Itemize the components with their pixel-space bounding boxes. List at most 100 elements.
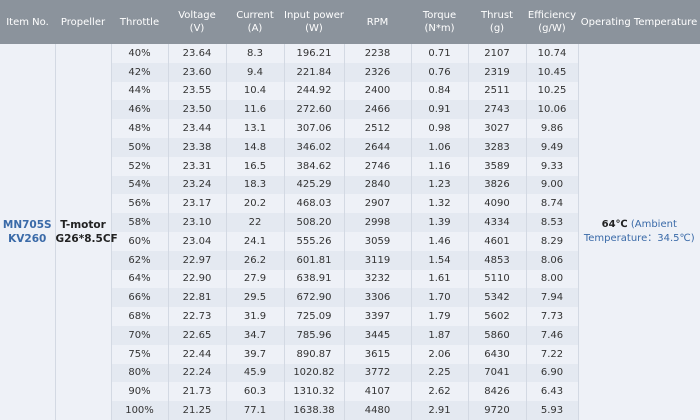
unit: (W) (305, 23, 323, 34)
header-input-power: Input power (W) (284, 0, 344, 44)
header-thrust: Thrust (g) (468, 0, 526, 44)
header-throttle: Throttle (111, 0, 168, 44)
item-line1: MN705S (2, 218, 52, 231)
voltage-cell: 23.60 (167, 62, 226, 82)
efficiency-cell: 8.29 (525, 231, 578, 251)
input-power-cell: 196.21 (283, 44, 344, 63)
input-power-cell: 221.84 (283, 62, 344, 82)
voltage-cell: 23.17 (167, 194, 226, 214)
voltage-cell: 23.24 (167, 175, 226, 195)
thrust-cell: 2319 (467, 62, 526, 82)
input-power-cell: 508.20 (283, 213, 344, 232)
rpm-cell: 4480 (343, 401, 411, 420)
torque-cell: 1.16 (410, 156, 468, 176)
efficiency-cell: 10.74 (525, 44, 578, 63)
table-row: 54% 23.24 18.3 425.29 2840 1.23 3826 9.00 (0, 175, 700, 195)
torque-cell: 1.06 (410, 137, 468, 157)
input-power-cell: 307.06 (283, 119, 344, 138)
thrust-cell: 4853 (467, 250, 526, 270)
rpm-cell: 2998 (343, 213, 411, 232)
efficiency-cell: 9.86 (525, 119, 578, 138)
voltage-cell: 22.97 (167, 250, 226, 270)
torque-cell: 1.39 (410, 213, 468, 232)
rpm-cell: 2907 (343, 194, 411, 214)
thrust-cell: 3589 (467, 156, 526, 176)
efficiency-cell: 9.49 (525, 137, 578, 157)
efficiency-cell: 8.53 (525, 213, 578, 232)
torque-cell: 1.46 (410, 231, 468, 251)
table-row: MN705S KV260 T-motor G26*8.5CF 40% 23.64 8.3 19… (0, 44, 700, 420)
current-cell: 24.1 (225, 231, 284, 251)
torque-cell: 2.25 (410, 363, 468, 383)
voltage-cell: 23.64 (167, 44, 226, 63)
throttle-cell: 62% (110, 250, 168, 270)
thrust-cell: 2107 (467, 44, 526, 63)
voltage-cell: 23.55 (167, 81, 226, 101)
voltage-cell: 22.44 (167, 344, 226, 364)
thrust-cell: 3027 (467, 119, 526, 138)
rpm-cell: 3445 (343, 325, 411, 345)
item-no-cell: MN705S KV260 (0, 44, 55, 420)
header-rpm: RPM (344, 0, 411, 44)
rpm-cell: 3615 (343, 344, 411, 364)
thrust-cell: 5860 (467, 325, 526, 345)
efficiency-cell: 7.94 (525, 288, 578, 308)
current-cell: 26.2 (225, 250, 284, 270)
thrust-cell: 4090 (467, 194, 526, 214)
thrust-cell: 7041 (467, 363, 526, 383)
input-power-cell: 1020.82 (283, 363, 344, 383)
table-row: 58% 23.10 22 508.20 2998 1.39 4334 8.53 (0, 213, 700, 232)
voltage-cell: 21.73 (167, 382, 226, 402)
label: Input power (284, 10, 344, 21)
voltage-cell: 23.50 (167, 100, 226, 120)
efficiency-cell: 10.45 (525, 62, 578, 82)
unit: (N*m) (424, 23, 455, 34)
thrust-cell: 9720 (467, 401, 526, 420)
throttle-cell: 90% (110, 382, 168, 402)
table-row: 46% 23.50 11.6 272.60 2466 0.91 2743 10.06 (0, 100, 700, 120)
rpm-cell: 2840 (343, 175, 411, 195)
torque-cell: 0.84 (410, 81, 468, 101)
input-power-cell: 1638.38 (283, 401, 344, 420)
unit: (V) (189, 23, 205, 34)
throttle-cell: 54% (110, 175, 168, 195)
efficiency-cell: 6.90 (525, 363, 578, 383)
voltage-cell: 22.24 (167, 363, 226, 383)
rpm-cell: 2326 (343, 62, 411, 82)
current-cell: 18.3 (225, 175, 284, 195)
input-power-cell: 425.29 (283, 175, 344, 195)
table-row: 66% 22.81 29.5 672.90 3306 1.70 5342 7.94 (0, 288, 700, 308)
torque-cell: 1.54 (410, 250, 468, 270)
voltage-cell: 22.73 (167, 307, 226, 326)
rpm-cell: 2746 (343, 156, 411, 176)
header-current: Current (A) (226, 0, 284, 44)
voltage-cell: 23.44 (167, 119, 226, 138)
current-cell: 77.1 (225, 401, 284, 420)
rpm-cell: 3059 (343, 231, 411, 251)
thrust-cell: 3826 (467, 175, 526, 195)
torque-cell: 1.61 (410, 269, 468, 289)
efficiency-cell: 5.93 (525, 401, 578, 420)
rpm-cell: 2644 (343, 137, 411, 157)
input-power-cell: 555.26 (283, 231, 344, 251)
torque-cell: 1.79 (410, 307, 468, 326)
input-power-cell: 272.60 (283, 100, 344, 120)
current-cell: 31.9 (225, 307, 284, 326)
throttle-cell: 42% (110, 62, 168, 82)
rpm-cell: 3119 (343, 250, 411, 270)
current-cell: 8.3 (225, 44, 284, 63)
torque-cell: 2.62 (410, 382, 468, 402)
torque-cell: 0.76 (410, 62, 468, 82)
thrust-cell: 2511 (467, 81, 526, 101)
propeller-cell: T-motor G26*8.5CF (54, 44, 118, 420)
throttle-cell: 58% (110, 213, 168, 232)
unit: (g) (489, 23, 505, 34)
header-efficiency: Efficiency (g/W) (526, 0, 578, 44)
thrust-cell: 8426 (467, 382, 526, 402)
efficiency-cell: 8.00 (525, 269, 578, 289)
torque-cell: 1.87 (410, 325, 468, 345)
efficiency-cell: 8.06 (525, 250, 578, 270)
header-torque: Torque (N*m) (411, 0, 468, 44)
rpm-cell: 3772 (343, 363, 411, 383)
table-row: 56% 23.17 20.2 468.03 2907 1.32 4090 8.74 (0, 194, 700, 214)
